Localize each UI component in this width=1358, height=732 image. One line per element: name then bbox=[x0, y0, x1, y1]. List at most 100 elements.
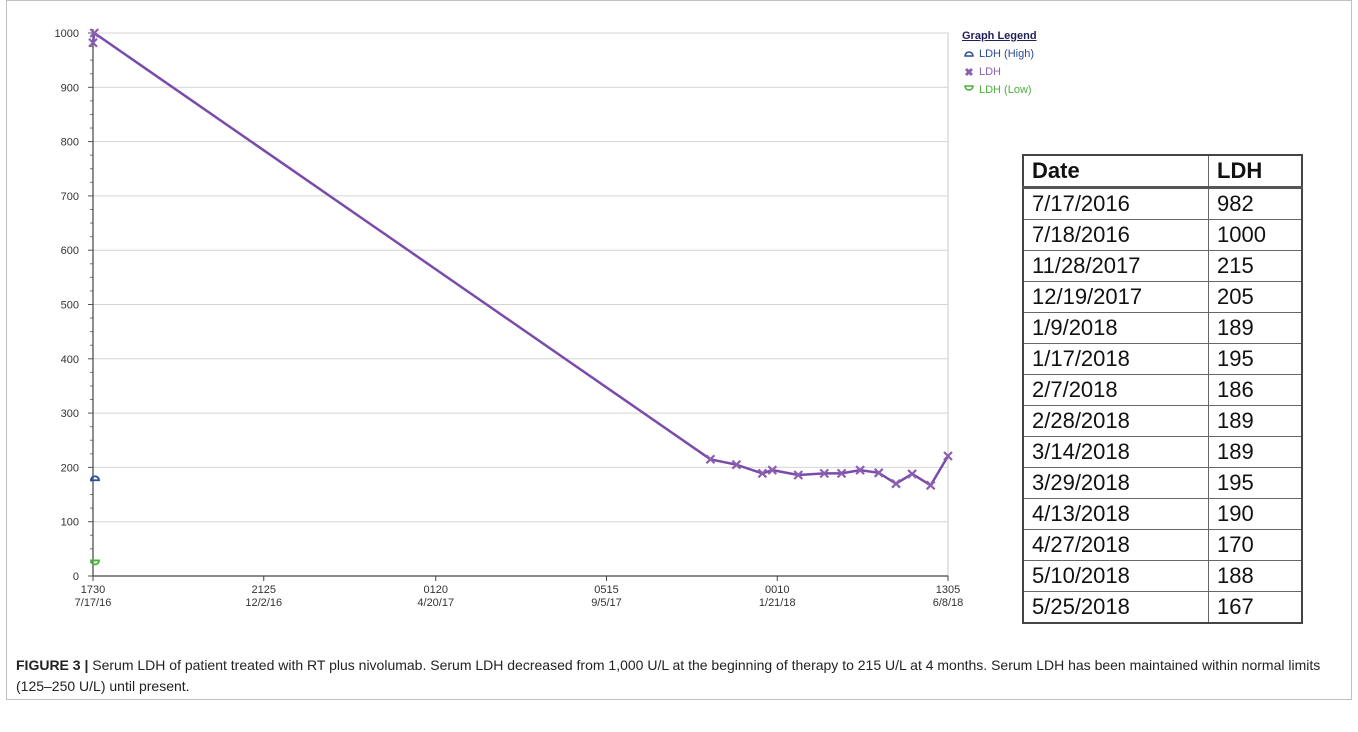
table-cell-ldh: 190 bbox=[1208, 498, 1303, 530]
x-tick-label-time: 0120 bbox=[424, 584, 448, 596]
ldh-point-marker bbox=[705, 454, 716, 465]
table-row: 1/17/2018 195 bbox=[1022, 343, 1303, 375]
ldh-point-marker bbox=[873, 468, 884, 478]
legend-label-ldh: LDH bbox=[979, 66, 1002, 78]
x-tick-label-time: 0010 bbox=[765, 584, 789, 596]
y-tick-label: 100 bbox=[61, 517, 79, 529]
table-row: 12/19/2017 205 bbox=[1022, 281, 1303, 313]
ldh-point-marker bbox=[943, 451, 953, 461]
table-cell-date: 12/19/2017 bbox=[1022, 281, 1209, 313]
x-tick-label-date: 7/17/16 bbox=[75, 597, 112, 609]
y-tick-label: 500 bbox=[61, 300, 79, 312]
legend-item-ldh: ✖ LDH bbox=[962, 63, 1037, 81]
figure-caption: FIGURE 3 | Serum LDH of patient treated … bbox=[16, 655, 1342, 697]
figure-frame bbox=[6, 0, 1352, 700]
table-cell-date: 11/28/2017 bbox=[1022, 250, 1209, 282]
table-cell-date: 1/9/2018 bbox=[1022, 312, 1209, 344]
legend-label-ldh-low: LDH (Low) bbox=[979, 84, 1032, 96]
legend-title: Graph Legend bbox=[962, 30, 1037, 42]
table-cell-ldh: 189 bbox=[1208, 405, 1303, 437]
half-circle-top-icon bbox=[962, 48, 976, 60]
graph-legend: Graph Legend LDH (High) ✖ LDH LDH (Low) bbox=[962, 30, 1037, 99]
ldh-point-marker bbox=[89, 28, 100, 38]
table-row: 5/10/2018 188 bbox=[1022, 560, 1303, 592]
table-cell-date: 7/18/2016 bbox=[1022, 219, 1209, 251]
table-cell-date: 1/17/2018 bbox=[1022, 343, 1209, 375]
y-tick-label: 700 bbox=[61, 191, 79, 203]
table-cell-date: 3/14/2018 bbox=[1022, 436, 1209, 468]
table-row: 5/25/2018 167 bbox=[1022, 591, 1303, 624]
table-header-row: Date LDH bbox=[1022, 154, 1303, 189]
table-cell-ldh: 167 bbox=[1208, 591, 1303, 624]
table-cell-ldh: 188 bbox=[1208, 560, 1303, 592]
table-row: 4/27/2018 170 bbox=[1022, 529, 1303, 561]
x-tick-label-time: 1730 bbox=[81, 584, 105, 596]
y-tick-label: 900 bbox=[61, 82, 79, 94]
table-cell-date: 4/27/2018 bbox=[1022, 529, 1209, 561]
x-tick-label-date: 9/5/17 bbox=[591, 597, 622, 609]
table-row: 11/28/2017 215 bbox=[1022, 250, 1303, 282]
half-circle-bottom-icon bbox=[962, 84, 976, 96]
legend-item-ldh-low: LDH (Low) bbox=[962, 81, 1037, 99]
x-tick-label-time: 1305 bbox=[936, 584, 960, 596]
table-cell-ldh: 195 bbox=[1208, 467, 1303, 499]
ldh-low-marker bbox=[90, 559, 100, 566]
y-tick-label: 800 bbox=[61, 137, 79, 149]
x-tick-label-time: 2125 bbox=[252, 584, 276, 596]
table-cell-ldh: 186 bbox=[1208, 374, 1303, 406]
y-tick-label: 200 bbox=[61, 462, 79, 474]
ldh-series-line bbox=[91, 30, 950, 488]
caption-text: Serum LDH of patient treated with RT plu… bbox=[16, 657, 1321, 694]
y-tick-label: 300 bbox=[61, 408, 79, 420]
ldh-point-marker bbox=[757, 468, 768, 479]
y-tick-label: 600 bbox=[61, 245, 79, 257]
ldh-point-marker bbox=[891, 478, 901, 489]
y-tick-label: 0 bbox=[73, 571, 79, 583]
ldh-point-marker bbox=[88, 37, 98, 48]
x-tick-label-time: 0515 bbox=[594, 584, 618, 596]
table-cell-ldh: 195 bbox=[1208, 343, 1303, 375]
ldh-line-chart: 1000 900 800 700 600 500 400 300 200 100 0 1730 7/17… bbox=[8, 8, 1008, 638]
ldh-point-marker bbox=[925, 480, 936, 491]
table-row: 2/28/2018 189 bbox=[1022, 405, 1303, 437]
legend-item-ldh-high: LDH (High) bbox=[962, 45, 1037, 63]
ldh-point-marker bbox=[855, 465, 865, 475]
table-cell-date: 5/10/2018 bbox=[1022, 560, 1209, 592]
x-tick-label-date: 4/20/17 bbox=[417, 597, 454, 609]
table-row: 1/9/2018 189 bbox=[1022, 312, 1303, 344]
table-cell-ldh: 215 bbox=[1208, 250, 1303, 282]
table-row: 3/14/2018 189 bbox=[1022, 436, 1303, 468]
y-tick-label: 1000 bbox=[55, 28, 79, 40]
ldh-high-marker bbox=[90, 475, 100, 482]
ldh-point-marker bbox=[819, 468, 830, 479]
ldh-point-marker bbox=[767, 465, 778, 475]
table-cell-ldh: 1000 bbox=[1208, 219, 1303, 251]
table-cell-ldh: 205 bbox=[1208, 281, 1303, 313]
table-row: 2/7/2018 186 bbox=[1022, 374, 1303, 406]
table-row: 7/18/2016 1000 bbox=[1022, 219, 1303, 251]
x-tick-label-date: 1/21/18 bbox=[759, 597, 796, 609]
x-mark-icon: ✖ bbox=[964, 66, 974, 79]
table-header-date: Date bbox=[1022, 154, 1209, 189]
table-row: 4/13/2018 190 bbox=[1022, 498, 1303, 530]
table-cell-ldh: 982 bbox=[1208, 187, 1303, 220]
table-cell-ldh: 170 bbox=[1208, 529, 1303, 561]
table-row: 3/29/2018 195 bbox=[1022, 467, 1303, 499]
table-cell-date: 4/13/2018 bbox=[1022, 498, 1209, 530]
ldh-point-marker bbox=[731, 459, 742, 470]
table-cell-ldh: 189 bbox=[1208, 312, 1303, 344]
x-tick-label-date: 6/8/18 bbox=[933, 597, 964, 609]
table-cell-date: 3/29/2018 bbox=[1022, 467, 1209, 499]
table-cell-date: 2/7/2018 bbox=[1022, 374, 1209, 406]
ldh-point-marker bbox=[836, 468, 847, 479]
legend-label-ldh-high: LDH (High) bbox=[979, 48, 1035, 60]
table-header-ldh: LDH bbox=[1208, 154, 1303, 189]
ldh-point-marker bbox=[907, 469, 917, 479]
ldh-data-table: Date LDH 7/17/2016 982 7/18/2016 1000 11/28/… bbox=[1022, 154, 1303, 624]
chart-svg: 1000900800700600500400300200100017307/17… bbox=[55, 28, 964, 609]
table-cell-date: 5/25/2018 bbox=[1022, 591, 1209, 624]
table-cell-date: 2/28/2018 bbox=[1022, 405, 1209, 437]
table-body: 7/17/2016 982 7/18/2016 1000 11/28/2017 215 12… bbox=[1022, 187, 1303, 624]
caption-label: FIGURE 3 | bbox=[16, 657, 89, 673]
ldh-point-marker bbox=[793, 470, 804, 480]
